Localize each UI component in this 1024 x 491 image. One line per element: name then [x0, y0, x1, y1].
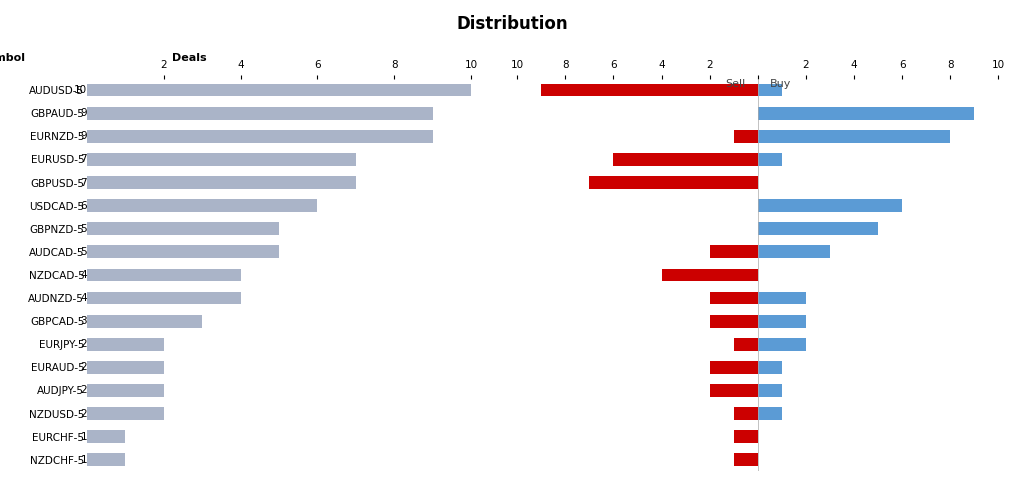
Bar — [758, 361, 782, 374]
Text: 1: 1 — [81, 432, 87, 442]
Text: 7: 7 — [81, 178, 87, 188]
Bar — [758, 384, 782, 397]
Bar — [87, 176, 356, 189]
Bar — [710, 246, 758, 258]
Text: 6: 6 — [81, 201, 87, 211]
Text: Symbol: Symbol — [0, 53, 26, 63]
Bar — [87, 107, 433, 120]
Text: 1: 1 — [81, 455, 87, 465]
Bar — [758, 107, 975, 120]
Bar — [662, 269, 758, 281]
Bar — [710, 292, 758, 304]
Bar — [758, 407, 782, 420]
Bar — [87, 454, 126, 466]
Bar — [87, 84, 471, 96]
Bar — [733, 454, 758, 466]
Bar — [758, 199, 902, 212]
Text: 2: 2 — [81, 362, 87, 372]
Text: Deals: Deals — [172, 53, 206, 63]
Text: Sell: Sell — [725, 79, 745, 88]
Bar — [87, 222, 279, 235]
Bar — [710, 361, 758, 374]
Text: 2: 2 — [81, 409, 87, 419]
Text: 9: 9 — [81, 108, 87, 118]
Text: 9: 9 — [81, 131, 87, 141]
Text: 5: 5 — [81, 247, 87, 257]
Bar — [87, 199, 317, 212]
Bar — [87, 338, 164, 351]
Bar — [733, 338, 758, 351]
Bar — [758, 84, 782, 96]
Bar — [87, 153, 356, 166]
Bar — [87, 246, 279, 258]
Text: 2: 2 — [81, 339, 87, 349]
Bar — [758, 222, 878, 235]
Text: 5: 5 — [81, 224, 87, 234]
Bar — [541, 84, 758, 96]
Text: 3: 3 — [81, 316, 87, 326]
Bar — [613, 153, 758, 166]
Text: 4: 4 — [81, 270, 87, 280]
Bar — [758, 130, 950, 143]
Bar — [87, 315, 203, 327]
Bar — [87, 292, 241, 304]
Bar — [710, 384, 758, 397]
Text: Distribution: Distribution — [456, 15, 568, 33]
Bar — [758, 315, 806, 327]
Bar — [87, 269, 241, 281]
Bar — [758, 153, 782, 166]
Bar — [733, 430, 758, 443]
Bar — [733, 407, 758, 420]
Bar — [87, 361, 164, 374]
Bar — [590, 176, 758, 189]
Bar — [87, 407, 164, 420]
Text: Buy: Buy — [770, 79, 792, 88]
Bar — [87, 384, 164, 397]
Bar — [733, 130, 758, 143]
Text: 10: 10 — [74, 85, 87, 95]
Text: 7: 7 — [81, 155, 87, 164]
Bar — [87, 130, 433, 143]
Bar — [758, 292, 806, 304]
Text: 4: 4 — [81, 293, 87, 303]
Bar — [710, 315, 758, 327]
Text: 2: 2 — [81, 385, 87, 395]
Bar — [758, 338, 806, 351]
Bar — [758, 246, 829, 258]
Bar — [87, 430, 126, 443]
